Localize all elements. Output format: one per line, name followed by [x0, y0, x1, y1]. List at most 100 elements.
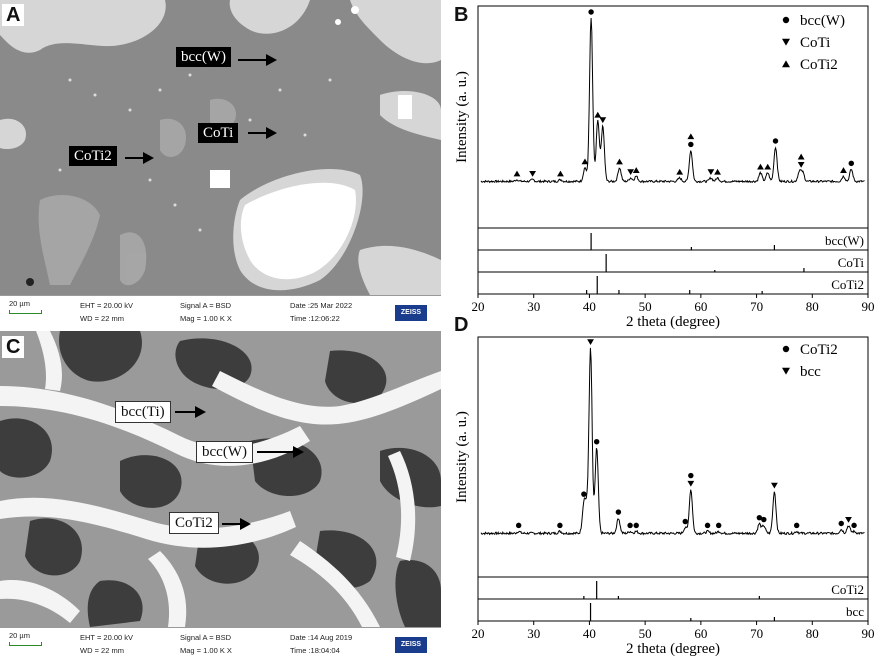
- peak-marker-tri-up: [764, 163, 772, 170]
- peak-marker-tri-down: [587, 339, 594, 346]
- x-tick-label: 50: [639, 626, 652, 641]
- peak-marker-circle: [557, 522, 563, 529]
- peak-marker-circle: [633, 522, 639, 529]
- peak-marker-circle: [838, 520, 844, 527]
- peak-marker-circle: [848, 160, 855, 167]
- sem-micrograph-a: [0, 0, 441, 295]
- peak-marker-tri-up: [757, 163, 764, 170]
- label-bcc-w: bcc(W): [176, 47, 231, 67]
- legend-marker-circle: [782, 16, 790, 24]
- signal: Signal A = BSD: [180, 301, 232, 310]
- wd: WD = 22 mm: [80, 646, 124, 655]
- peak-marker-tri-up: [840, 167, 847, 173]
- panel-letter-b: B: [450, 4, 473, 26]
- peak-marker-tri-up: [594, 111, 602, 118]
- reference-label: bcc: [846, 604, 864, 619]
- peak-marker-tri-up: [687, 133, 695, 140]
- panel-letter-d: D: [450, 314, 473, 336]
- date: Date :25 Mar 2022: [290, 301, 353, 310]
- arrow-right-icon: [222, 518, 251, 530]
- legend-label: CoTi2: [800, 57, 838, 73]
- x-tick-label: 70: [750, 626, 763, 641]
- peak-marker-tri-down: [529, 170, 536, 177]
- peak-marker-tri-up: [557, 170, 564, 177]
- legend-label: bcc: [800, 364, 821, 380]
- label-coti2: CoTi2: [69, 146, 117, 166]
- peak-marker-circle: [682, 518, 688, 525]
- reference-strip: [477, 227, 869, 251]
- x-tick-label: 80: [806, 626, 819, 641]
- xrd-pattern-line: [480, 347, 865, 536]
- reference-label: bcc(W): [825, 233, 864, 248]
- eht: EHT = 20.00 kV: [80, 301, 134, 310]
- date: Date :14 Aug 2019: [290, 633, 353, 642]
- peak-marker-tri-up: [513, 170, 521, 177]
- peak-marker-tri-up: [797, 153, 805, 160]
- zeiss-logo: ZEISS: [395, 305, 427, 321]
- x-tick-label: 20: [472, 626, 485, 641]
- x-tick-label: 30: [527, 299, 540, 314]
- peak-marker-circle: [588, 9, 594, 15]
- panel-letter-a: A: [2, 4, 25, 26]
- peak-marker-circle: [793, 522, 800, 529]
- signal: Signal A = BSD: [180, 633, 232, 642]
- peak-marker-circle: [593, 438, 600, 445]
- x-tick-label: 70: [750, 299, 763, 314]
- x-tick-label: 40: [583, 626, 596, 641]
- xrd-chart-b: bcc(W) CoTi CoTi2 20 30 40 50 60 70 80 90 2 theta (…: [454, 5, 875, 330]
- wd: WD = 22 mm: [80, 314, 124, 323]
- label-coti: CoTi: [198, 123, 239, 143]
- x-tick-label: 60: [694, 299, 707, 314]
- legend-label: bcc(W): [800, 13, 845, 29]
- peak-marker-tri-down: [599, 117, 607, 124]
- peak-marker-circle: [515, 522, 522, 529]
- x-tick-label: 90: [862, 626, 875, 641]
- reference-label: CoTi2: [831, 277, 864, 292]
- peak-marker-circle: [615, 509, 622, 515]
- x-tick-label: 30: [527, 626, 540, 641]
- sem-image-c: bcc(Ti) bcc(W) CoTi2: [0, 331, 441, 661]
- arrow-right-icon: [238, 54, 277, 66]
- scale-label: 20 µm: [9, 631, 30, 640]
- time: Time :18:04:04: [290, 646, 340, 655]
- scale-bar: [9, 642, 42, 646]
- scale-label: 20 µm: [9, 299, 30, 308]
- legend-label: CoTi: [800, 35, 830, 51]
- x-axis-label: 2 theta (degree): [626, 314, 720, 330]
- label-bcc-ti: bcc(Ti): [115, 401, 171, 423]
- legend-marker-tri-down: [782, 367, 790, 375]
- reference-label: CoTi: [838, 255, 865, 270]
- legend-marker-circle: [782, 345, 790, 353]
- x-tick-label: 40: [583, 299, 596, 314]
- mag: Mag = 1.00 K X: [180, 646, 232, 655]
- scale-bar: [9, 310, 42, 314]
- label-bcc-w: bcc(W): [196, 441, 253, 463]
- legend-marker-tri-down: [782, 38, 790, 46]
- xrd-pattern-line: [480, 17, 865, 184]
- reference-strip: [477, 598, 869, 622]
- peak-marker-tri-up: [676, 168, 684, 175]
- peak-marker-tri-down: [797, 162, 805, 168]
- peak-marker-circle: [688, 141, 694, 148]
- x-tick-label: 60: [694, 626, 707, 641]
- peak-marker-circle: [627, 522, 633, 529]
- y-axis-label: Intensity (a. u.): [454, 71, 470, 163]
- sem-micrograph-c: [0, 331, 441, 627]
- label-coti2: CoTi2: [169, 512, 219, 534]
- reference-strip: [477, 249, 869, 273]
- zeiss-logo: ZEISS: [395, 637, 427, 653]
- mag: Mag = 1.00 K X: [180, 314, 232, 323]
- time: Time :12:06:22: [290, 314, 340, 323]
- panel-letter-c: C: [2, 336, 25, 358]
- peak-marker-tri-up: [714, 168, 721, 175]
- x-tick-label: 80: [806, 299, 819, 314]
- peak-marker-circle: [772, 138, 779, 144]
- arrow-right-icon: [248, 127, 277, 139]
- x-axis-label: 2 theta (degree): [626, 641, 720, 657]
- x-tick-label: 20: [472, 299, 485, 314]
- x-tick-label: 50: [639, 299, 652, 314]
- peak-marker-circle: [851, 522, 857, 529]
- sem-info-bar-a: 20 µm EHT = 20.00 kV WD = 22 mm Signal A…: [0, 295, 441, 330]
- peak-marker-tri-down: [771, 482, 778, 489]
- xrd-chart-d: CoTi2 bcc 20 30 40 50 60 70 80 90 2 theta (degree)…: [454, 336, 875, 657]
